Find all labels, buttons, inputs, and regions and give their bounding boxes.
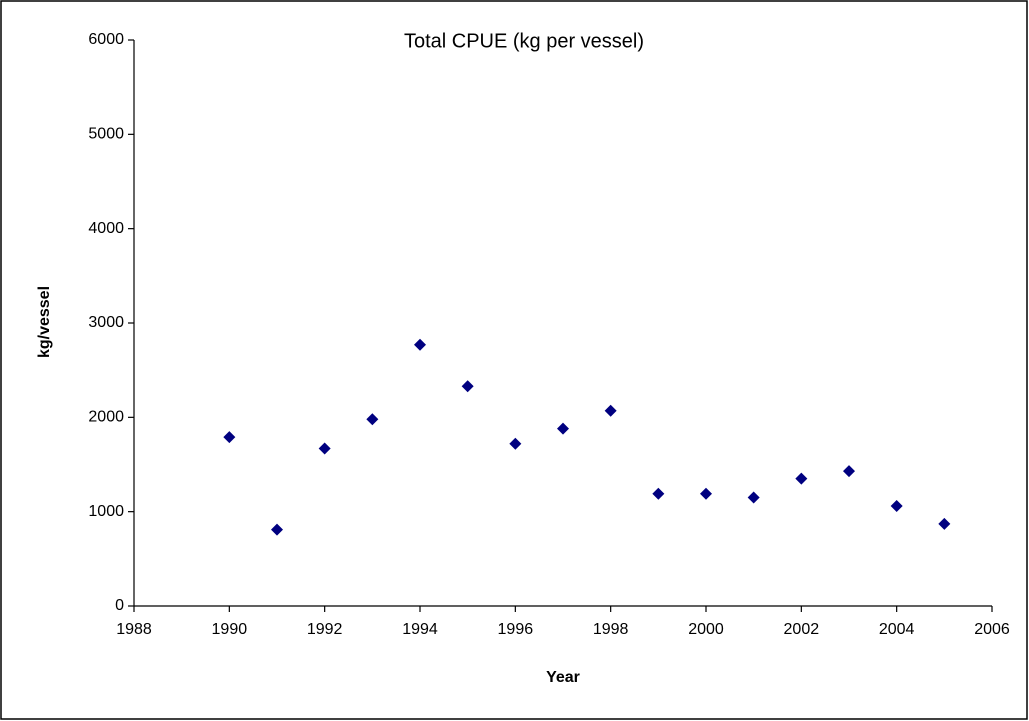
x-tick-label: 1990 — [212, 621, 248, 638]
x-tick-label: 1994 — [402, 621, 438, 638]
data-point — [509, 437, 522, 450]
x-tick-label: 1998 — [593, 621, 629, 638]
x-tick-label: 1992 — [307, 621, 343, 638]
data-point — [271, 523, 283, 536]
data-point — [700, 487, 712, 500]
y-tick-label: 5000 — [88, 126, 124, 143]
data-point — [557, 422, 569, 435]
data-point — [747, 491, 760, 504]
x-tick-label: 2004 — [879, 621, 915, 638]
y-tick-label: 3000 — [88, 314, 124, 331]
x-tick-label: 2002 — [784, 621, 820, 638]
y-tick-label: 1000 — [88, 503, 124, 520]
y-tick-label: 6000 — [88, 31, 124, 48]
chart-title: Total CPUE (kg per vessel) — [404, 30, 644, 52]
data-point — [414, 338, 426, 351]
data-point — [795, 472, 808, 485]
x-tick-label: 1988 — [116, 621, 152, 638]
x-axis-label: Year — [546, 669, 580, 686]
y-axis-label: kg/vessel — [36, 286, 53, 358]
data-point — [318, 442, 331, 455]
data-point — [604, 404, 617, 417]
x-tick-label: 1996 — [498, 621, 534, 638]
data-point — [223, 431, 236, 444]
x-tick-label: 2000 — [688, 621, 724, 638]
y-tick-label: 0 — [115, 597, 124, 614]
data-point — [461, 380, 474, 393]
data-point — [843, 465, 855, 478]
x-tick-label: 2006 — [974, 621, 1010, 638]
data-point — [890, 500, 903, 513]
data-point — [366, 413, 379, 426]
data-point — [652, 487, 665, 500]
y-tick-label: 2000 — [88, 409, 124, 426]
y-tick-label: 4000 — [88, 220, 124, 237]
data-point — [938, 517, 951, 530]
